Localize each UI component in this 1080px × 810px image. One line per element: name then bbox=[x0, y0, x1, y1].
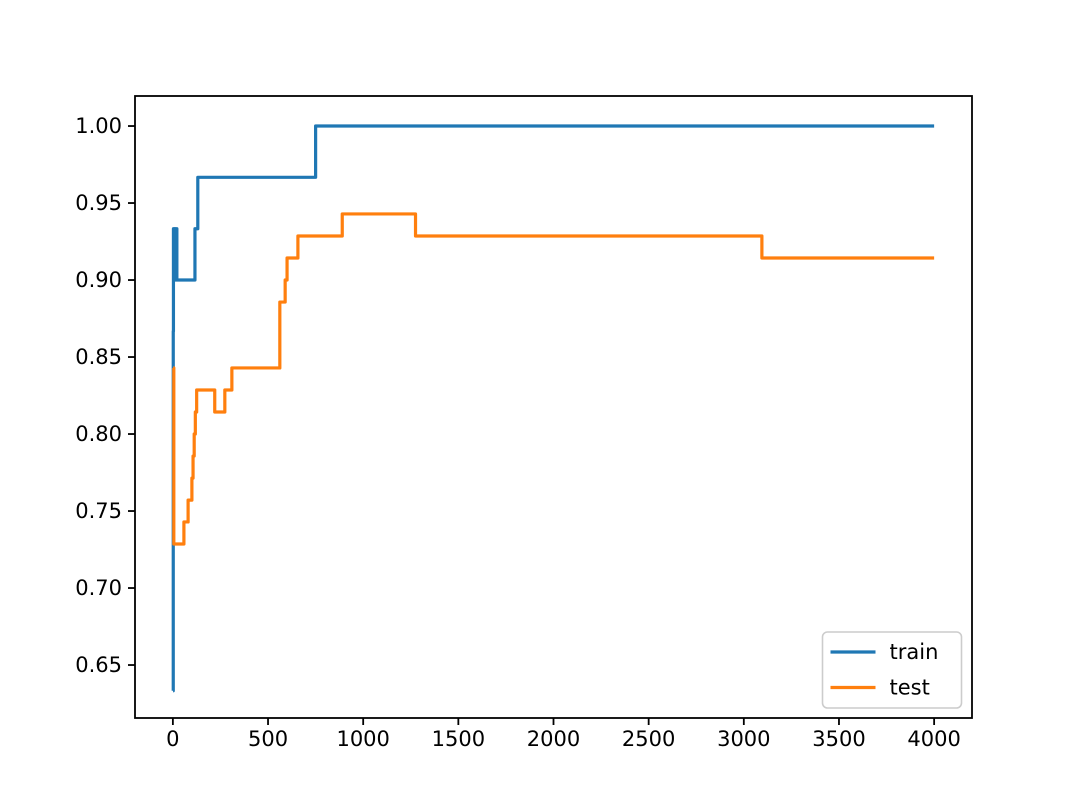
x-tick-label: 4000 bbox=[907, 727, 960, 751]
y-tick-label: 0.65 bbox=[75, 653, 122, 677]
y-tick-label: 1.00 bbox=[75, 114, 122, 138]
x-tick-label: 3500 bbox=[812, 727, 865, 751]
x-tick-label: 3000 bbox=[717, 727, 770, 751]
legend-label-train: train bbox=[890, 640, 939, 664]
plot-area-spines bbox=[134, 95, 973, 719]
x-tick-label: 2000 bbox=[527, 727, 580, 751]
x-tick-label: 2500 bbox=[622, 727, 675, 751]
test-line bbox=[172, 212, 935, 546]
y-tick-label: 0.85 bbox=[75, 345, 122, 369]
x-tick-label: 0 bbox=[166, 727, 179, 751]
y-tick-label: 0.90 bbox=[75, 268, 122, 292]
x-tick-label: 1500 bbox=[432, 727, 485, 751]
x-tick-label: 1000 bbox=[336, 727, 389, 751]
legend-label-test: test bbox=[890, 676, 930, 700]
train-line bbox=[171, 124, 935, 693]
x-tick-label: 500 bbox=[248, 727, 288, 751]
y-tick-label: 0.70 bbox=[75, 576, 122, 600]
y-tick-label: 0.80 bbox=[75, 422, 122, 446]
y-tick-label: 0.95 bbox=[75, 191, 122, 215]
y-tick-label: 0.75 bbox=[75, 499, 122, 523]
